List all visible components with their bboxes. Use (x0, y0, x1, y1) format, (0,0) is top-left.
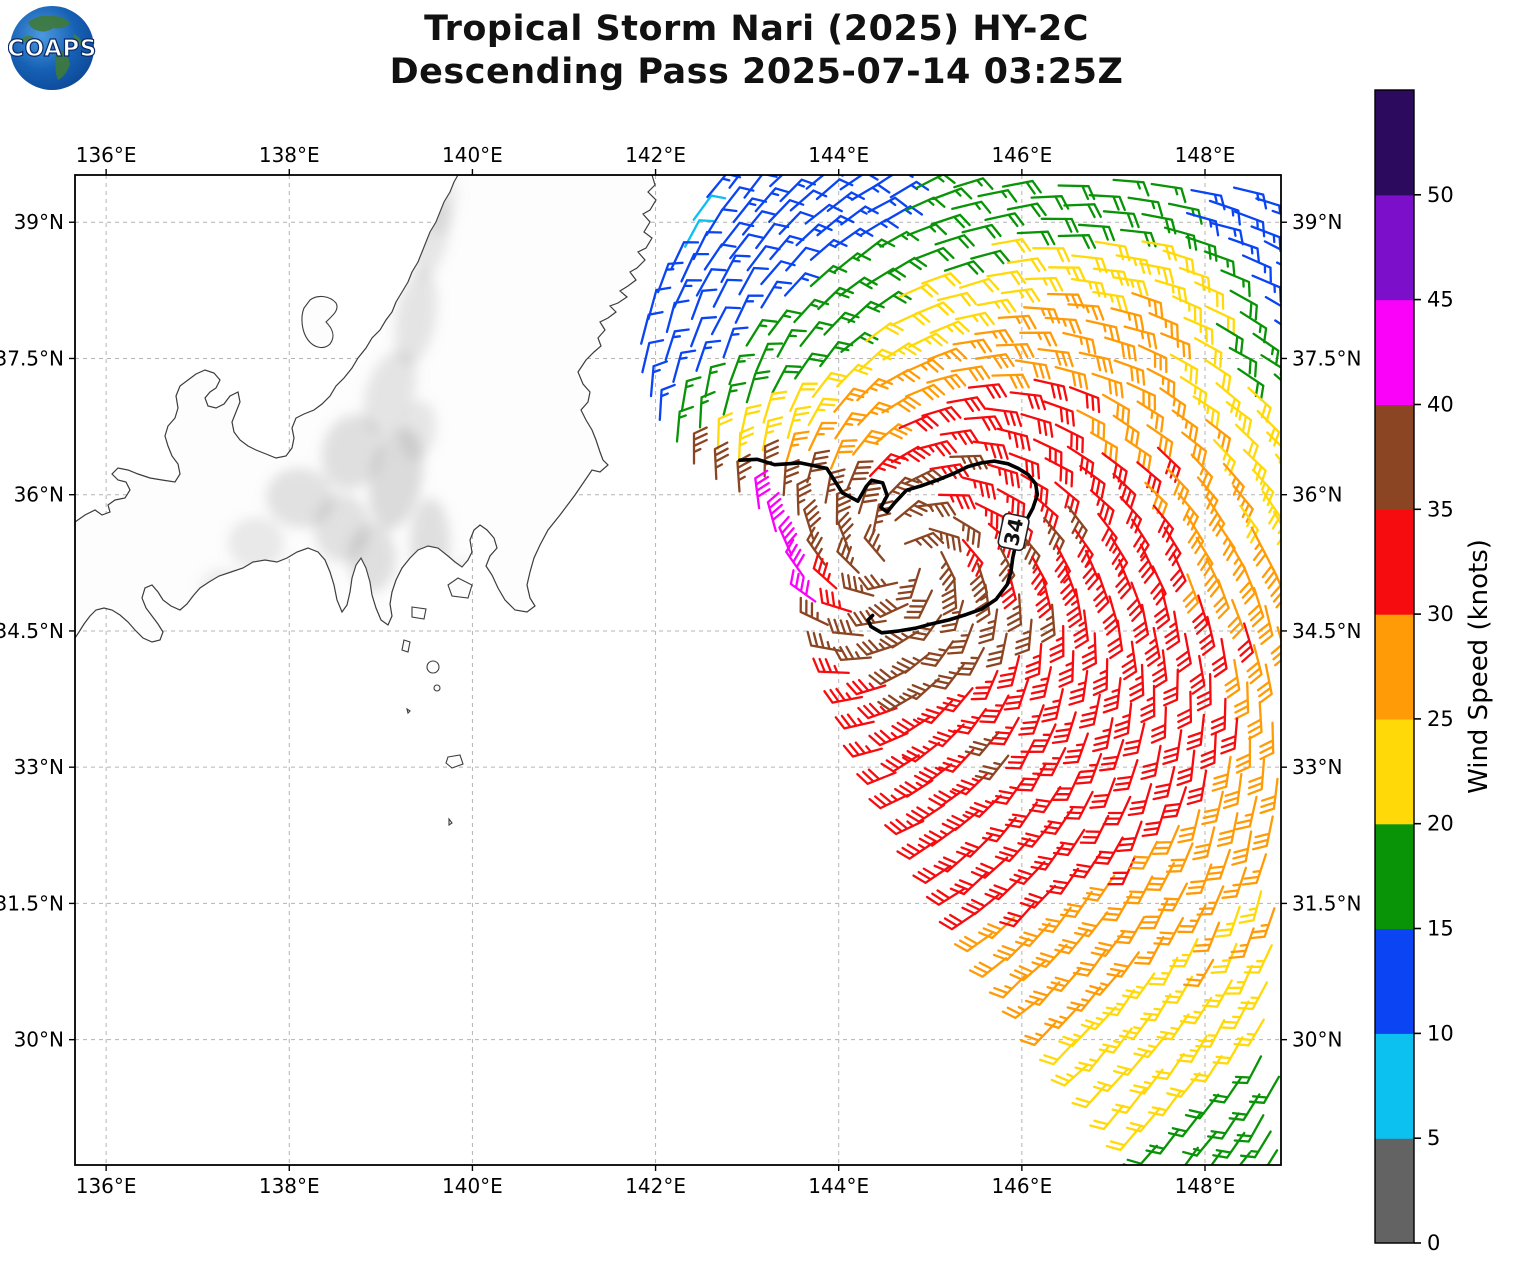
svg-text:146°E: 146°E (991, 143, 1052, 167)
svg-text:140°E: 140°E (442, 1174, 503, 1198)
svg-text:30°N: 30°N (14, 1028, 64, 1052)
svg-text:37.5°N: 37.5°N (0, 346, 64, 370)
chart-title: Tropical Storm Nari (2025) HY-2C (424, 9, 1089, 49)
svg-text:45: 45 (1427, 288, 1454, 312)
svg-text:146°E: 146°E (991, 1174, 1052, 1198)
colorbar: 0 5 10 15 20 25 30 35 40 45 50 Wind Speed (knots) (1374, 89, 1494, 1255)
coastline-island (433, 684, 441, 692)
svg-text:148°E: 148°E (1175, 143, 1236, 167)
svg-text:5: 5 (1427, 1126, 1440, 1150)
svg-text:33°N: 33°N (1292, 755, 1342, 779)
coastline-island (301, 295, 338, 349)
coastline-island (401, 639, 411, 653)
svg-text:136°E: 136°E (76, 143, 137, 167)
svg-text:33°N: 33°N (14, 755, 64, 779)
svg-text:36°N: 36°N (1292, 483, 1342, 507)
svg-text:35: 35 (1427, 497, 1454, 521)
map-interior: 34 (75, 175, 1281, 1165)
svg-text:40: 40 (1427, 393, 1454, 417)
contour-label: 34 (997, 512, 1030, 552)
svg-text:39°N: 39°N (1292, 210, 1342, 234)
chart-title-block: Tropical Storm Nari (2025) HY-2C Descend… (0, 8, 1513, 93)
svg-text:34.5°N: 34.5°N (0, 619, 64, 643)
svg-text:36°N: 36°N (14, 483, 64, 507)
svg-text:34: 34 (999, 516, 1028, 548)
wind-barbs (640, 175, 1281, 1165)
axis-labels: 136°E 136°E 138°E 138°E 140°E 140°E 142°E 142°E… (0, 143, 1362, 1198)
logo-text: COAPS (8, 36, 96, 62)
svg-text:30: 30 (1427, 602, 1454, 626)
coastline-island (406, 707, 411, 715)
svg-text:25: 25 (1427, 707, 1454, 731)
svg-text:30°N: 30°N (1292, 1028, 1342, 1052)
map-frame (74, 174, 1282, 1166)
globe-icon: COAPS (8, 6, 96, 90)
chart-subtitle: Descending Pass 2025-07-14 03:25Z (389, 51, 1124, 92)
svg-text:34.5°N: 34.5°N (1292, 619, 1362, 643)
contour-34kt (737, 457, 1040, 635)
svg-text:10: 10 (1427, 1021, 1454, 1045)
coastline-island (448, 817, 453, 827)
coastline-island (445, 754, 464, 769)
svg-text:142°E: 142°E (625, 1174, 686, 1198)
svg-text:0: 0 (1427, 1231, 1440, 1255)
svg-text:138°E: 138°E (259, 143, 320, 167)
svg-text:50: 50 (1427, 183, 1454, 207)
svg-text:148°E: 148°E (1175, 1174, 1236, 1198)
coastline-island (447, 577, 473, 599)
coaps-logo: COAPS (8, 4, 96, 92)
svg-text:31.5°N: 31.5°N (1292, 891, 1362, 915)
svg-text:15: 15 (1427, 917, 1454, 941)
svg-text:144°E: 144°E (808, 1174, 869, 1198)
coastline-island (426, 660, 440, 674)
svg-text:20: 20 (1427, 812, 1454, 836)
svg-text:140°E: 140°E (442, 143, 503, 167)
svg-text:136°E: 136°E (76, 1174, 137, 1198)
svg-text:39°N: 39°N (14, 210, 64, 234)
svg-text:144°E: 144°E (808, 143, 869, 167)
svg-text:31.5°N: 31.5°N (0, 891, 64, 915)
svg-text:142°E: 142°E (625, 143, 686, 167)
svg-text:37.5°N: 37.5°N (1292, 346, 1362, 370)
colorbar-title: Wind Speed (knots) (1464, 539, 1494, 794)
svg-text:138°E: 138°E (259, 1174, 320, 1198)
coastline-island (411, 606, 427, 620)
